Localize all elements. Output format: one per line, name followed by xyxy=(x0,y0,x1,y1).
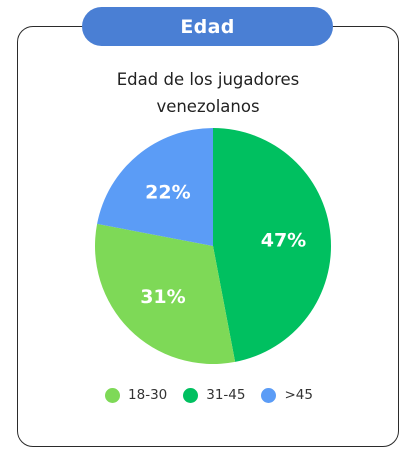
pie-slice-31-45 xyxy=(213,128,331,362)
chart-title: Edad de los jugadores venezolanos xyxy=(17,66,399,120)
pie-slice-over-45 xyxy=(97,128,213,246)
section-header-pill: Edad xyxy=(82,7,333,46)
section-header-label: Edad xyxy=(180,15,235,38)
chart-title-line-2: venezolanos xyxy=(156,97,260,116)
legend-item-over-45: >45 xyxy=(261,387,313,403)
legend-label-over-45: >45 xyxy=(284,387,313,403)
legend-label-18-30: 18-30 xyxy=(128,387,168,403)
chart-title-line-1: Edad de los jugadores xyxy=(116,70,300,89)
legend-item-31-45: 31-45 xyxy=(183,387,245,403)
legend-swatch-18-30 xyxy=(105,387,121,403)
pie-label-31-45: 47% xyxy=(261,229,306,251)
legend-label-31-45: 31-45 xyxy=(206,387,246,403)
legend-swatch-over-45 xyxy=(261,387,277,403)
legend-item-18-30: 18-30 xyxy=(105,387,167,403)
pie-slice-18-30 xyxy=(94,223,236,364)
pie-label-18-30: 31% xyxy=(140,286,185,308)
pie-label-over-45: 22% xyxy=(145,181,190,203)
legend-swatch-31-45 xyxy=(183,387,199,403)
chart-legend: 18-30 31-45 >45 xyxy=(0,387,418,403)
